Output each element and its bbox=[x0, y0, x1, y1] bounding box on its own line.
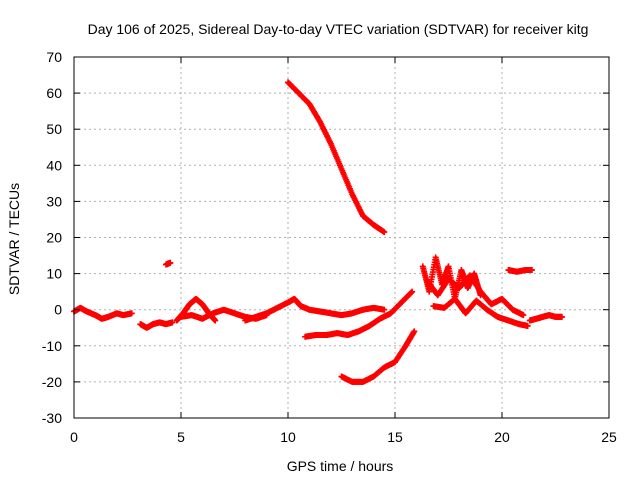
x-axis-label: GPS time / hours bbox=[287, 458, 394, 474]
axis-ticks: 0 5 10 15 20 25 -30 -20 -10 0 10 20 30 40 50 60 70 bbox=[42, 49, 617, 445]
series-arc-6 bbox=[242, 295, 388, 324]
series-arc-13 bbox=[505, 266, 535, 275]
x-tick-label: 15 bbox=[387, 429, 403, 445]
y-tick-label: 70 bbox=[46, 49, 62, 65]
y-tick-label: 20 bbox=[46, 230, 62, 246]
data-point bbox=[409, 288, 416, 295]
data-point bbox=[520, 312, 527, 319]
data-point bbox=[381, 306, 388, 313]
x-tick-label: 25 bbox=[601, 429, 617, 445]
y-tick-label: 10 bbox=[46, 266, 62, 282]
data-point bbox=[524, 322, 531, 329]
series-arc-2 bbox=[137, 319, 176, 331]
data-point bbox=[558, 313, 565, 320]
series-arc-14 bbox=[526, 312, 565, 324]
series-arc-7 bbox=[285, 79, 388, 236]
series-arc-11 bbox=[424, 272, 527, 319]
x-tick-label: 10 bbox=[280, 429, 296, 445]
data-point bbox=[167, 259, 174, 266]
y-tick-label: 0 bbox=[54, 302, 62, 318]
x-tick-label: 20 bbox=[494, 429, 510, 445]
y-tick-label: -30 bbox=[42, 410, 62, 426]
series-arc-8 bbox=[302, 288, 416, 340]
data-point bbox=[381, 229, 388, 236]
chart-title: Day 106 of 2025, Sidereal Day-to-day VTE… bbox=[88, 21, 589, 37]
series-arc-3 bbox=[163, 259, 174, 268]
y-tick-label: 60 bbox=[46, 85, 62, 101]
data-point bbox=[169, 319, 176, 326]
data-marks bbox=[71, 79, 565, 385]
data-point bbox=[411, 328, 418, 335]
y-tick-label: 50 bbox=[46, 121, 62, 137]
series-arc-1 bbox=[71, 304, 135, 322]
x-tick-label: 5 bbox=[177, 429, 185, 445]
data-point bbox=[528, 266, 535, 273]
grid-lines bbox=[74, 57, 609, 418]
data-point bbox=[128, 310, 135, 317]
y-axis-label: SDTVAR / TECUs bbox=[6, 183, 22, 295]
y-tick-label: -10 bbox=[42, 338, 62, 354]
series-arc-9 bbox=[338, 328, 418, 385]
series-arc-12 bbox=[430, 295, 531, 329]
series-arc-5 bbox=[178, 306, 270, 322]
y-tick-label: 40 bbox=[46, 157, 62, 173]
data-point bbox=[212, 317, 219, 324]
y-tick-label: 30 bbox=[46, 193, 62, 209]
y-tick-label: -20 bbox=[42, 374, 62, 390]
x-tick-label: 0 bbox=[70, 429, 78, 445]
